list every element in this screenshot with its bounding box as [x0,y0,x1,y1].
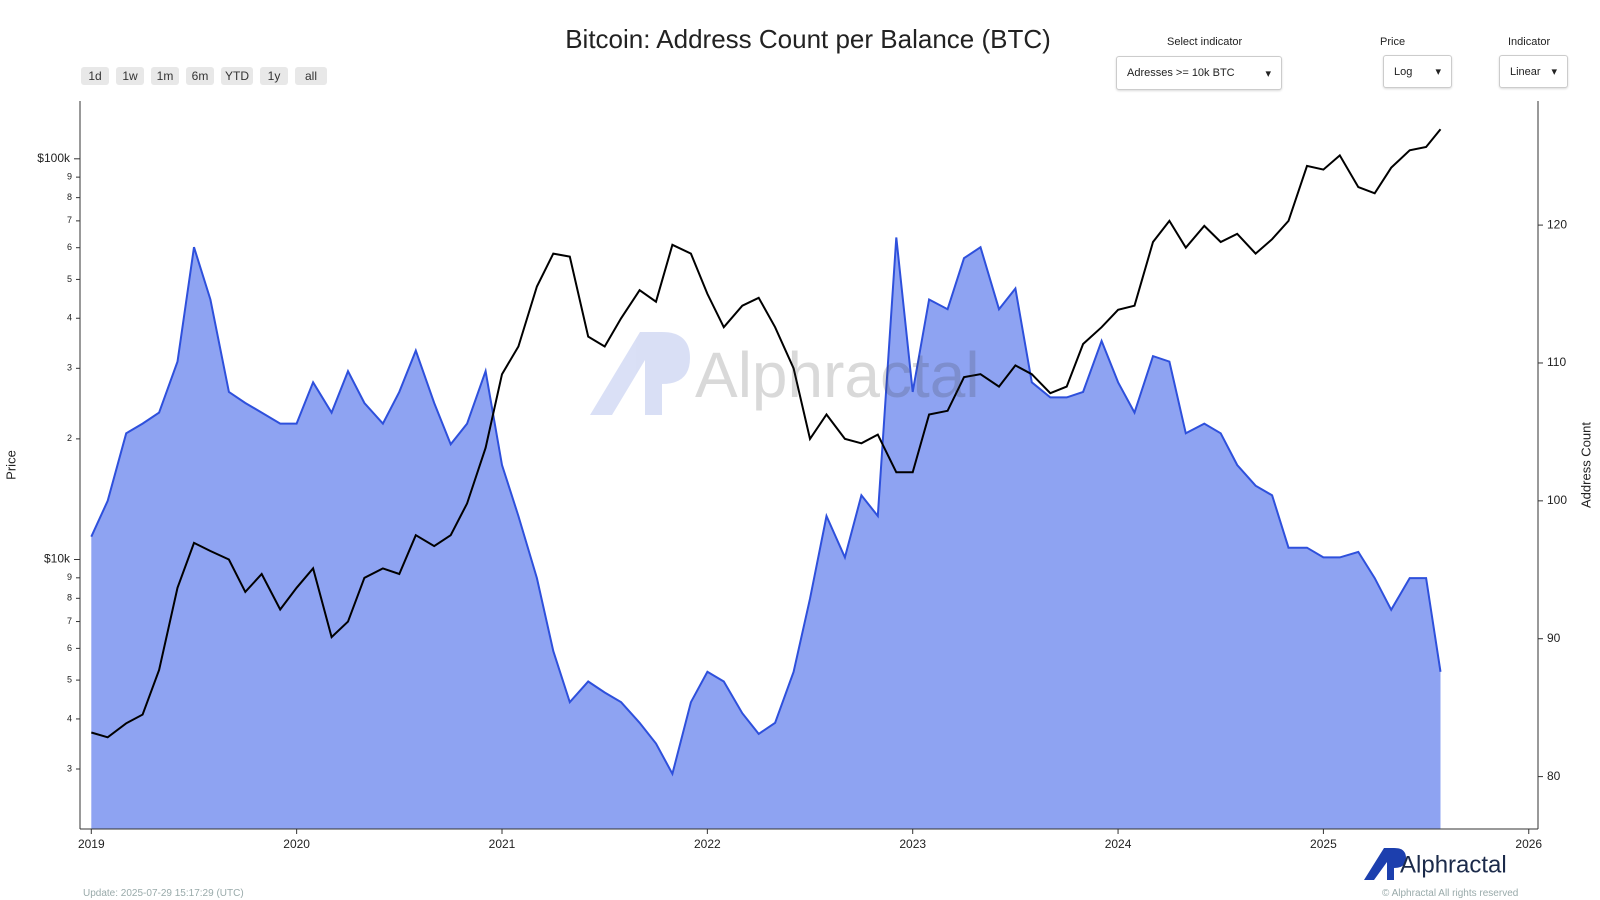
y-tick-label: 5 [67,274,72,284]
range-button[interactable]: YTD [221,67,253,85]
y-tick-label: 3 [67,363,72,373]
update-time: Update: 2025-07-29 15:17:29 (UTC) [83,888,244,899]
y2-tick-label: 90 [1547,631,1561,645]
y-tick-label: 7 [67,215,72,225]
range-button[interactable]: 1y [260,67,288,85]
price-value: Log [1394,65,1413,78]
plot-area [90,128,1442,829]
y-tick-label: 8 [67,593,72,603]
rights: © Alphractal All rights reserved [1382,888,1519,899]
y2-tick-label: 80 [1547,769,1561,783]
y-axis-label: Price [3,450,18,480]
y-tick-label: 6 [67,242,72,252]
price-label: Price [1380,36,1406,48]
scale-label: Indicator [1508,36,1551,48]
range-button[interactable]: 1d [81,67,109,85]
x-tick-label: 2023 [899,837,926,851]
x-tick-label: 2019 [78,837,105,851]
y-tick-label: 5 [67,674,72,684]
x-tick-label: 2025 [1310,837,1337,851]
y2-tick-label: 100 [1547,493,1567,507]
chart-title: Bitcoin: Address Count per Balance (BTC) [565,24,1051,54]
watermark-text: Alphractal [695,339,980,411]
range-button[interactable]: 6m [186,67,214,85]
y-tick-label: $10k [44,552,71,566]
scale-value: Linear [1510,65,1541,78]
price-select[interactable]: Log ▾ [1383,55,1452,88]
y-tick-label: 9 [67,572,72,582]
y-tick-label: 7 [67,616,72,626]
dropdown-arrow: ▾ [1551,66,1557,78]
indicator-label: Select indicator [1167,36,1243,48]
watermark: Alphractal [590,332,980,415]
y2-tick-label: 110 [1547,355,1566,369]
range-button[interactable]: 1m [151,67,179,85]
y-tick-label: 9 [67,172,72,182]
y-tick-label: $100k [37,151,71,165]
indicator-select[interactable]: Adresses >= 10k BTC ▾ [1116,56,1282,90]
y-tick-label: 3 [67,763,72,773]
dropdown-arrow: ▾ [1265,67,1271,80]
watermark-logo [662,332,690,384]
watermark-logo [590,332,662,415]
footer-brand: Alphractal [1400,851,1507,878]
x-tick-label: 2020 [283,837,310,851]
x-tick-label: 2026 [1515,837,1542,851]
x-tick-label: 2024 [1105,837,1132,851]
y-tick-label: 6 [67,643,72,653]
y2-axis-label: Address Count [1578,422,1593,508]
footer-logo-mark [1394,848,1406,868]
footer-logo-mark [1364,848,1394,880]
scale-select[interactable]: Linear ▾ [1499,55,1568,88]
y-tick-label: 4 [67,713,72,723]
address-line [90,237,1442,777]
x-tick-label: 2021 [489,837,516,851]
y-tick-label: 4 [67,313,72,323]
dropdown-arrow: ▾ [1435,66,1441,78]
y2-tick-label: 120 [1547,217,1567,231]
address-area [91,237,1441,829]
indicator-value: Adresses >= 10k BTC [1127,67,1235,79]
y-tick-label: 8 [67,192,72,202]
range-button[interactable]: 1w [116,67,144,85]
x-tick-label: 2022 [694,837,721,851]
range-button[interactable]: all [295,67,327,85]
y-tick-label: 2 [67,433,72,443]
price-line [91,128,1442,739]
footer-logo: Alphractal [1364,848,1507,880]
